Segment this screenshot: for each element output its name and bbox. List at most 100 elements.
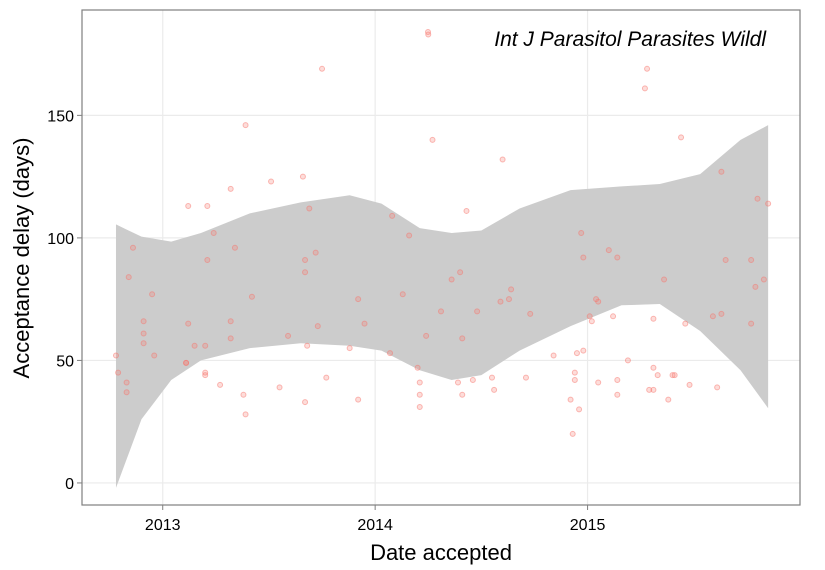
data-point <box>765 200 772 207</box>
data-point <box>586 313 593 320</box>
data-point <box>123 389 130 396</box>
data-point <box>754 195 761 202</box>
data-point <box>429 136 436 143</box>
data-point <box>714 384 721 391</box>
data-point <box>508 286 515 293</box>
data-point <box>576 406 583 413</box>
data-point <box>718 168 725 175</box>
data-point <box>125 274 132 281</box>
data-point <box>550 352 557 359</box>
data-point <box>459 391 466 398</box>
data-point <box>573 350 580 357</box>
data-point <box>505 296 512 303</box>
plot-border <box>81 9 801 506</box>
data-point <box>748 320 755 327</box>
marks <box>112 31 772 488</box>
data-point <box>227 185 234 192</box>
data-point <box>129 244 136 251</box>
data-point <box>650 315 657 322</box>
data-point <box>140 340 147 347</box>
data-point <box>488 374 495 381</box>
data-point <box>650 364 657 371</box>
data-point <box>312 249 319 256</box>
data-point <box>248 293 255 300</box>
data-point <box>304 342 311 349</box>
data-point <box>469 377 476 384</box>
data-point <box>355 396 362 403</box>
data-point <box>760 276 767 283</box>
data-point <box>624 357 631 364</box>
data-point <box>614 391 621 398</box>
data-point <box>268 178 275 185</box>
y-axis-title: Acceptance delay (days) <box>9 138 34 379</box>
data-point <box>227 318 234 325</box>
data-point <box>646 386 653 393</box>
data-point <box>399 291 406 298</box>
data-point <box>151 352 158 359</box>
data-point <box>306 205 313 212</box>
data-point <box>242 122 249 129</box>
y-tick-label: 150 <box>47 108 74 125</box>
data-point <box>748 256 755 263</box>
data-point <box>457 269 464 276</box>
data-point <box>123 379 130 386</box>
data-point <box>522 374 529 381</box>
data-point <box>650 386 657 393</box>
legend-label: Int J Parasitol Parasites Wildl <box>494 28 767 51</box>
data-point <box>227 335 234 342</box>
data-point <box>709 313 716 320</box>
data-point <box>722 256 729 263</box>
data-point <box>217 381 224 388</box>
data-point <box>571 377 578 384</box>
data-point <box>595 298 602 305</box>
data-point <box>183 359 190 366</box>
data-point <box>588 318 595 325</box>
data-point <box>614 254 621 261</box>
data-point <box>202 342 209 349</box>
data-point <box>661 276 668 283</box>
data-point <box>571 369 578 376</box>
data-point <box>682 320 689 327</box>
data-point <box>527 310 534 317</box>
data-point <box>302 399 309 406</box>
y-tick-label: 100 <box>47 231 74 248</box>
data-point <box>567 396 574 403</box>
data-point <box>346 345 353 352</box>
data-point <box>665 396 672 403</box>
data-point <box>438 308 444 315</box>
y-tick-label: 50 <box>56 353 74 370</box>
data-point <box>678 134 685 141</box>
data-point <box>191 342 198 349</box>
data-point <box>463 207 470 214</box>
data-point <box>686 381 693 388</box>
data-point <box>185 320 192 327</box>
data-point <box>202 372 209 379</box>
data-point <box>610 313 617 320</box>
data-point <box>361 320 368 327</box>
y-tick-label: 0 <box>65 476 74 493</box>
data-point <box>149 291 156 298</box>
data-point <box>276 384 283 391</box>
data-point <box>474 308 481 315</box>
data-point <box>302 269 309 276</box>
data-point <box>416 379 423 386</box>
data-point <box>578 229 585 236</box>
data-point <box>459 335 466 342</box>
data-point <box>614 377 621 384</box>
data-point <box>115 369 122 376</box>
data-point <box>112 352 119 359</box>
data-point <box>389 212 396 219</box>
data-point <box>140 330 147 337</box>
data-point <box>448 276 455 283</box>
data-point <box>605 247 612 254</box>
data-point <box>406 232 413 239</box>
data-point <box>416 391 423 398</box>
x-tick-label: 2015 <box>570 517 606 534</box>
data-point <box>414 364 421 371</box>
x-axis-title: Date accepted <box>370 540 512 565</box>
data-point <box>569 430 576 437</box>
legend-symbol <box>425 29 431 35</box>
data-point <box>671 372 678 379</box>
data-point <box>595 379 602 386</box>
data-point <box>718 310 725 317</box>
